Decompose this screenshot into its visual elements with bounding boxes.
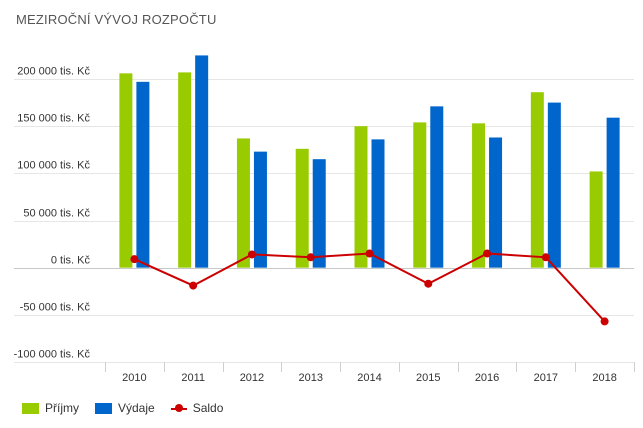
saldo-point[interactable] [600,317,609,326]
legend-item-saldo[interactable]: Saldo [170,401,224,415]
bar-prijmy[interactable] [589,171,603,268]
bar-vydaje[interactable] [606,117,620,268]
bar-vydaje[interactable] [371,139,385,268]
y-tick-label: -50 000 tis. Kč [20,302,91,314]
saldo-point[interactable] [483,249,492,258]
bar-vydaje[interactable] [195,55,209,268]
saldo-point[interactable] [365,249,374,258]
legend-item-vydaje[interactable]: Výdaje [95,401,155,415]
bar-vydaje[interactable] [489,137,503,268]
y-axis-labels: 200 000 tis. Kč 150 000 tis. Kč 100 000 ti… [14,66,91,361]
bar-prijmy[interactable] [413,122,427,268]
bar-vydaje[interactable] [547,102,561,268]
y-tick-label: 0 tis. Kč [51,255,91,267]
bar-prijmy[interactable] [178,72,192,268]
saldo-point[interactable] [247,250,256,259]
saldo-point[interactable] [189,281,198,290]
x-axis: 2010 2011 2012 2013 2014 2015 2016 2017 2018 [105,362,635,384]
bar-prijmy[interactable] [354,126,368,268]
x-tick-label: 2010 [122,372,146,384]
bar-prijmy[interactable] [119,73,133,268]
x-tick-label: 2018 [592,372,616,384]
x-tick-label: 2015 [416,372,440,384]
legend-swatch-prijmy [22,402,39,414]
x-tick-label: 2011 [181,372,205,384]
saldo-point[interactable] [541,253,550,262]
saldo-line-layer [130,249,609,326]
bar-vydaje[interactable] [312,159,326,268]
legend-label-saldo: Saldo [192,401,224,415]
y-tick-label: 100 000 tis. Kč [17,160,90,172]
legend-item-prijmy[interactable]: Příjmy [22,401,79,415]
x-tick-label: 2013 [298,372,322,384]
bar-prijmy[interactable] [530,92,544,268]
bar-vydaje[interactable] [136,81,150,268]
x-tick-label: 2017 [534,372,558,384]
x-tick-label: 2014 [357,372,381,384]
y-tick-label: 50 000 tis. Kč [23,208,90,220]
bars [119,55,620,268]
y-tick-label: -100 000 tis. Kč [14,349,91,361]
saldo-point[interactable] [424,279,433,288]
chart-title: MEZIROČNÍ VÝVOJ ROZPOČTU [16,12,217,27]
legend: Příjmy Výdaje Saldo [22,399,239,417]
legend-label-vydaje: Výdaje [118,401,155,415]
legend-marker-saldo [170,403,187,414]
y-tick-label: 200 000 tis. Kč [17,66,90,78]
x-tick-label: 2012 [240,372,264,384]
x-tick-label: 2016 [475,372,499,384]
y-tick-label: 150 000 tis. Kč [17,113,90,125]
bar-vydaje[interactable] [253,151,267,268]
bar-vydaje[interactable] [430,106,444,268]
saldo-point[interactable] [306,253,315,262]
legend-swatch-vydaje [95,402,112,414]
bar-prijmy[interactable] [295,148,309,268]
bar-prijmy[interactable] [472,123,486,268]
legend-label-prijmy: Příjmy [45,401,79,415]
saldo-point[interactable] [130,255,139,264]
bar-prijmy[interactable] [236,138,250,268]
